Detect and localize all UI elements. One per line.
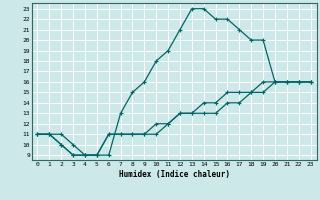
X-axis label: Humidex (Indice chaleur): Humidex (Indice chaleur) [118,170,229,179]
